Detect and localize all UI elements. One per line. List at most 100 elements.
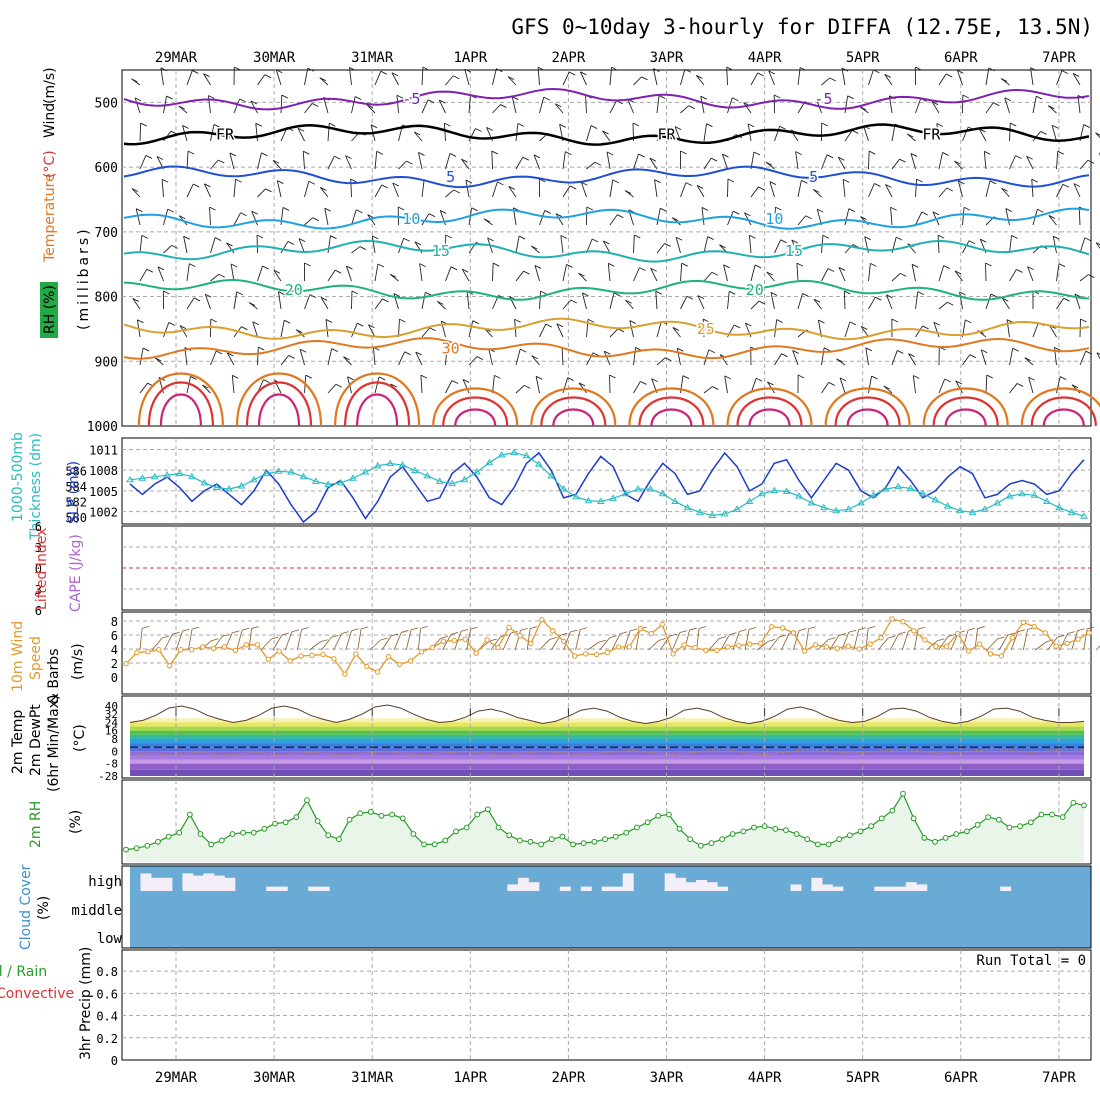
isotherm-line: [123, 165, 1090, 189]
wind-barb: [915, 98, 922, 114]
rh-marker: [272, 820, 278, 827]
wind-barb-flag: [965, 319, 972, 324]
wind-barb-flag: [471, 207, 478, 212]
wind-barb-flag: [382, 298, 389, 303]
wind-barb: [202, 384, 211, 394]
wind-barb-flag: [1059, 376, 1067, 380]
wind-barb-flag: [727, 178, 735, 183]
wind-barb: [257, 74, 266, 86]
wind-barb: [606, 151, 611, 170]
wind-barb: [132, 298, 141, 310]
surface-temp-contour: [356, 393, 399, 427]
wind-barb-flag: [351, 290, 359, 295]
wind-barb-flag: [531, 355, 538, 360]
wind-barb-flag: [193, 297, 201, 302]
thickness-marker: [262, 469, 271, 477]
wind-barb-flag: [537, 66, 545, 71]
minmax-axis-label: (6hr Min/Max): [46, 695, 62, 792]
cloud-high-bar: [150, 877, 162, 891]
wind-barb: [442, 634, 452, 651]
rh-marker: [1017, 823, 1024, 830]
temperature-sky-mask: [130, 705, 1084, 724]
wind-barb: [351, 209, 357, 226]
wind-barb: [655, 291, 658, 310]
wind-barb: [445, 347, 448, 366]
wind-barb-flag: [296, 329, 303, 334]
wind-barb: [325, 319, 329, 338]
wind-barb: [323, 97, 329, 114]
rh-marker: [229, 831, 236, 837]
wind-barb-flag: [282, 207, 290, 211]
surface-temp-contour: [257, 393, 301, 427]
rh-marker: [591, 838, 598, 845]
cloud-level-middle: middle: [71, 903, 122, 919]
surface-temp-contour: [540, 396, 607, 427]
wind-barb: [511, 96, 517, 114]
wind-barb-flag: [947, 634, 956, 637]
wind-barb-flag: [723, 264, 730, 269]
isotherm-line: [123, 123, 1090, 146]
wind-barb-flag: [805, 215, 812, 220]
wind-speed-marker: [768, 623, 775, 630]
wind-barb-flag: [707, 236, 714, 240]
wind-barb: [1032, 322, 1039, 338]
wind-barb: [1009, 155, 1016, 170]
wind-barb: [938, 378, 946, 394]
wind-barb: [609, 214, 618, 226]
wind-speed-marker: [309, 652, 315, 658]
thickness-marker: [200, 478, 209, 486]
wind-barb: [625, 299, 634, 310]
wind-barb: [445, 266, 452, 282]
wind-barb-flag: [393, 293, 401, 297]
precip-tick-label: 0.6: [96, 987, 118, 1001]
wind-barb: [1079, 351, 1087, 366]
wind-speed-marker: [1064, 640, 1070, 647]
wind-barb: [722, 153, 728, 170]
wind-barb-flag: [360, 626, 369, 630]
wind-barb: [491, 151, 493, 170]
bottom-date-label: 31MAR: [351, 1070, 394, 1086]
rh-marker: [1049, 811, 1055, 818]
wind-barb-flag: [932, 211, 940, 216]
precip-tick-label: 0: [111, 1054, 118, 1068]
thickness-marker: [559, 485, 568, 492]
wind-barb-flag: [1051, 124, 1059, 129]
rh-marker: [942, 835, 949, 841]
cloud-high-bar: [790, 884, 802, 891]
wind-barb-flag: [828, 382, 835, 386]
wind-barb: [680, 263, 683, 282]
wind-barb-flag: [680, 150, 687, 155]
wind-speed-marker: [1020, 619, 1027, 626]
pressure-tick-label: 700: [95, 226, 118, 241]
wind-barb: [555, 213, 564, 226]
isotherm-line: [123, 239, 1090, 263]
thickness-tick-label: 582: [65, 496, 87, 510]
wind-barb: [461, 268, 470, 282]
wind-barb-flag: [1062, 183, 1070, 188]
wind-barb: [766, 271, 775, 282]
wind-barb-flag: [330, 235, 337, 240]
wind-barb-flag: [617, 328, 625, 333]
surface-temp-contour: [245, 381, 313, 427]
wind-barb-flag: [232, 374, 239, 379]
rh-marker: [921, 835, 928, 841]
wind-barb: [656, 95, 660, 114]
wind-speed-marker: [790, 630, 797, 636]
wind-barb-flag: [491, 150, 499, 155]
wind-barb: [1001, 187, 1010, 198]
wind-barb-flag: [638, 153, 645, 158]
wind-barb: [860, 326, 869, 338]
wind-barb-flag: [533, 154, 541, 159]
wind-barb: [210, 159, 219, 170]
wind-barb: [421, 67, 424, 86]
wind-barb-flag: [272, 159, 280, 164]
lifted-index-tick-label: 3: [35, 583, 42, 597]
surface-temp-contour: [824, 387, 911, 427]
rh-marker: [974, 822, 981, 828]
wind-barb-flag: [989, 180, 997, 185]
wind-speed-marker: [396, 661, 403, 668]
wind-barb: [248, 628, 252, 651]
isotherm-label: -5: [402, 90, 420, 108]
wind-barb-flag: [710, 157, 718, 162]
thickness-tick-label: 580: [65, 511, 87, 525]
